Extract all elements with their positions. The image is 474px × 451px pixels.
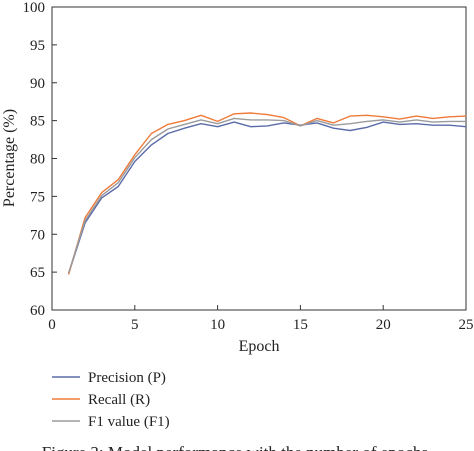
y-tick-label: 60 [30, 303, 45, 319]
plot-frame [51, 6, 467, 311]
x-tick-label: 20 [376, 317, 391, 333]
x-axis: 0 5 10 15 20 25 [48, 305, 474, 333]
x-tick-label: 15 [293, 317, 308, 333]
legend-label: Recall (R) [88, 392, 150, 408]
y-axis-title: Percentage (%) [1, 109, 18, 207]
y-axis: 60 65 70 75 80 85 90 95 100 [23, 0, 57, 319]
y-tick-label: 75 [30, 189, 45, 205]
plot-area-border [51, 6, 467, 311]
legend: Precision (P) Recall (R) F1 value (F1) [52, 370, 170, 430]
y-tick-label: 65 [30, 265, 45, 281]
y-tick-label: 90 [30, 76, 45, 92]
series-line-2 [67, 112, 467, 275]
x-tick-label: 25 [459, 317, 474, 333]
x-tick-label: 10 [210, 317, 225, 333]
series-layer [67, 112, 467, 275]
series-line-1 [67, 121, 467, 274]
y-tick-label: 80 [30, 152, 45, 168]
figure-caption: Figure 3: Model performance with the num… [42, 443, 432, 451]
y-tick-label: 70 [30, 227, 45, 243]
y-tick-label: 95 [30, 38, 45, 54]
x-axis-title: Epoch [239, 338, 280, 355]
x-tick-label: 5 [131, 317, 139, 333]
legend-label: F1 value (F1) [88, 414, 170, 430]
legend-label: Precision (P) [88, 370, 166, 386]
x-tick-label: 0 [48, 317, 56, 333]
series-line-3 [67, 117, 466, 274]
y-tick-label: 100 [23, 0, 46, 16]
y-tick-label: 85 [30, 114, 45, 130]
